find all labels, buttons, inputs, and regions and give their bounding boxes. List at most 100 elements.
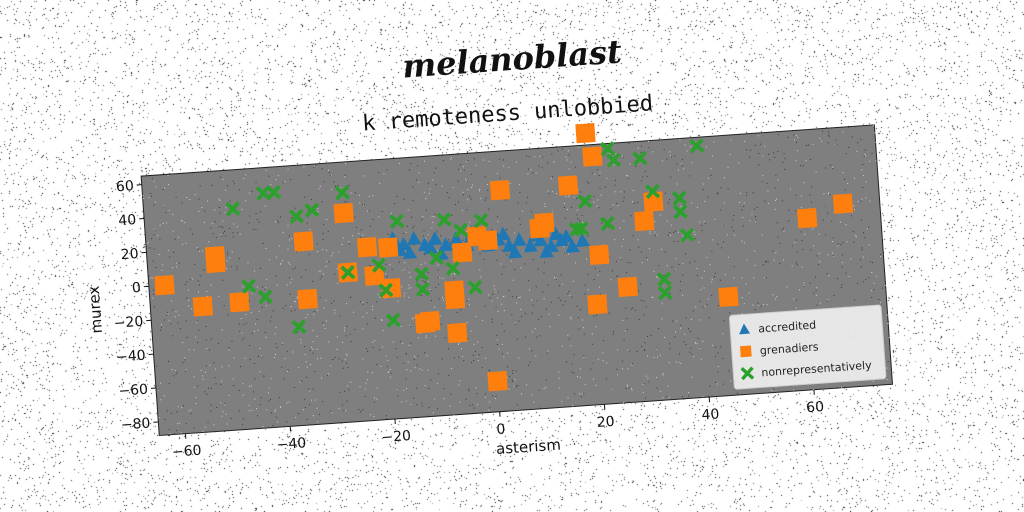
noise-dot (251, 332, 253, 334)
noise-dot (839, 221, 841, 223)
noise-dot (568, 338, 570, 340)
noise-dot (176, 371, 178, 373)
noise-dot (663, 275, 665, 277)
noise-dot (194, 194, 196, 196)
noise-dot (634, 202, 636, 204)
noise-dot (342, 237, 344, 239)
noise-dot (672, 320, 674, 322)
noise-dot (584, 284, 586, 286)
noise-dot (147, 241, 149, 243)
noise-dot (290, 310, 292, 312)
noise-dot (680, 206, 682, 208)
noise-dot (166, 314, 168, 316)
noise-dot (298, 413, 300, 415)
noise-dot (152, 289, 154, 291)
noise-dot (648, 147, 650, 149)
noise-dot (755, 220, 757, 222)
noise-dot (286, 370, 289, 373)
noise-dot (305, 269, 307, 271)
noise-dot (616, 275, 618, 277)
data-point-x (340, 264, 356, 280)
noise-dot (324, 327, 326, 330)
noise-dot (226, 423, 228, 425)
noise-dot (863, 232, 865, 234)
noise-dot (832, 252, 834, 254)
noise-dot (325, 320, 327, 322)
noise-dot (782, 161, 784, 163)
noise-dot (680, 327, 682, 329)
noise-dot (620, 257, 622, 259)
noise-dot (207, 421, 209, 423)
noise-dot (287, 168, 289, 170)
noise-dot (781, 200, 783, 202)
noise-dot (551, 176, 554, 178)
noise-dot (478, 190, 480, 192)
data-point-x (671, 190, 688, 206)
noise-dot (218, 198, 220, 200)
noise-dot (424, 352, 426, 354)
noise-dot (284, 358, 286, 360)
noise-dot (321, 275, 323, 277)
noise-dot (248, 404, 250, 406)
noise-dot (148, 275, 150, 277)
noise-dot (227, 314, 229, 316)
noise-dot (198, 250, 200, 252)
noise-dot (264, 205, 266, 207)
noise-dot (542, 156, 544, 158)
noise-dot (757, 135, 759, 137)
data-point-square (333, 202, 354, 224)
noise-dot (862, 163, 864, 166)
noise-dot (201, 250, 204, 252)
noise-dot (548, 192, 550, 195)
noise-dot (261, 356, 263, 358)
noise-dot (878, 298, 880, 301)
noise-dot (205, 339, 207, 341)
noise-dot (545, 308, 547, 310)
noise-dot (453, 357, 455, 359)
noise-dot (541, 167, 543, 169)
noise-dot (306, 418, 308, 420)
noise-dot (383, 173, 385, 175)
noise-dot (626, 272, 628, 274)
noise-dot (538, 318, 540, 320)
noise-dot (323, 223, 325, 225)
noise-dot (258, 221, 260, 223)
noise-dot (635, 165, 637, 168)
noise-dot (775, 298, 777, 300)
noise-dot (265, 169, 267, 172)
noise-dot (517, 202, 519, 204)
noise-dot (407, 361, 409, 363)
noise-dot (468, 299, 470, 301)
noise-dot (591, 333, 593, 335)
noise-dot (429, 288, 431, 290)
noise-dot (382, 329, 384, 331)
noise-dot (437, 277, 439, 279)
noise-dot (768, 202, 770, 204)
noise-dot (762, 303, 765, 305)
noise-dot (198, 329, 200, 331)
noise-dot (723, 224, 725, 226)
noise-dot (368, 195, 370, 197)
noise-dot (460, 348, 462, 350)
noise-dot (568, 168, 570, 170)
noise-dot (472, 354, 474, 356)
noise-dot (182, 362, 184, 364)
noise-dot (670, 224, 672, 226)
noise-dot (527, 168, 529, 170)
noise-dot (817, 264, 819, 266)
noise-dot (816, 287, 818, 289)
noise-dot (287, 369, 289, 371)
noise-dot (844, 189, 846, 191)
noise-dot (397, 300, 399, 302)
noise-dot (346, 201, 348, 203)
noise-dot (206, 200, 209, 202)
noise-dot (793, 298, 795, 300)
noise-dot (809, 194, 811, 196)
noise-dot (865, 181, 867, 183)
noise-dot (275, 256, 278, 258)
noise-dot (656, 377, 658, 379)
noise-dot (338, 358, 340, 360)
noise-dot (750, 149, 752, 151)
noise-dot (355, 226, 357, 228)
noise-dot (587, 235, 589, 237)
